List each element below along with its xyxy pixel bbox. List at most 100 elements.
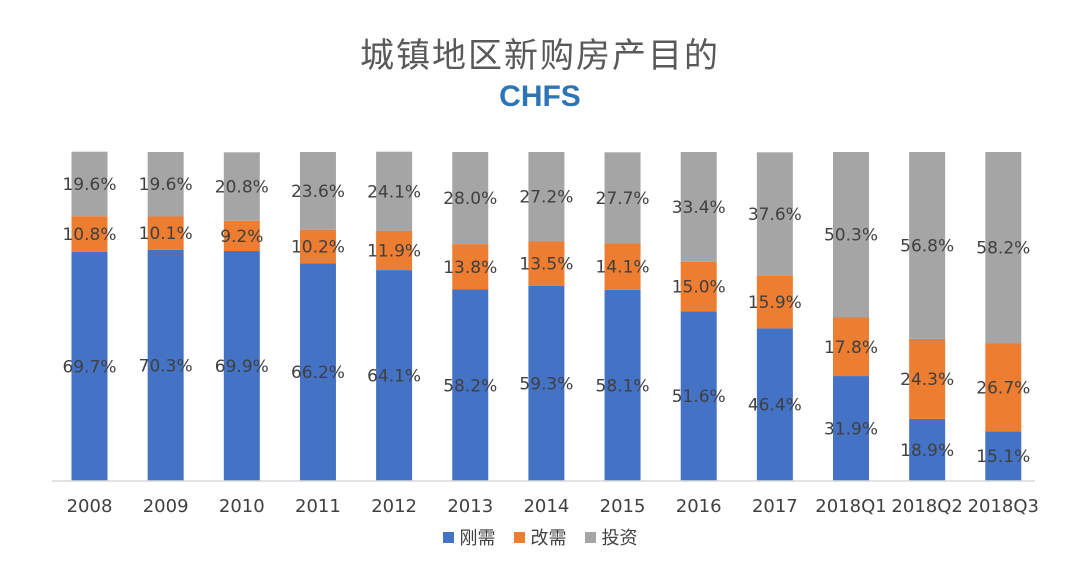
bar-rigid-2018Q1 — [833, 376, 869, 481]
data-label-invest-2013: 28.0% — [443, 189, 497, 209]
bar-rigid-2018Q3 — [985, 431, 1022, 481]
bar-invest-2016 — [680, 152, 717, 262]
legend-label-invest: 投资 — [601, 528, 638, 549]
data-label-rigid-2008: 69.7% — [62, 357, 116, 377]
data-label-rigid-2011: 66.2% — [291, 363, 345, 383]
data-label-upgrade-2015: 14.1% — [596, 258, 650, 278]
data-label-upgrade-2008: 10.8% — [62, 225, 116, 245]
legend-swatch-invest — [584, 531, 596, 543]
x-tick-label-2012: 2012 — [371, 496, 417, 517]
bar-upgrade-2012 — [376, 230, 413, 271]
bar-upgrade-2017 — [756, 276, 793, 329]
bar-invest-2018Q3 — [985, 152, 1022, 344]
data-label-rigid-2012: 64.1% — [367, 367, 421, 387]
data-label-invest-2010: 20.8% — [215, 178, 269, 198]
data-label-invest-2017: 37.6% — [748, 205, 802, 225]
legend: 刚需 改需 投资 — [0, 524, 1080, 550]
legend-label-upgrade: 改需 — [530, 528, 567, 549]
bar-upgrade-2013 — [452, 244, 489, 290]
x-tick-label-2014: 2014 — [523, 496, 569, 517]
x-tick-label-2011: 2011 — [295, 496, 341, 517]
data-label-rigid-2014: 59.3% — [519, 374, 573, 394]
data-label-upgrade-2016: 15.0% — [672, 278, 726, 298]
x-tick-label-2017: 2017 — [752, 496, 798, 517]
data-label-rigid-2016: 51.6% — [672, 387, 726, 407]
data-label-invest-2008: 19.6% — [62, 175, 116, 195]
data-label-rigid-2018Q2: 18.9% — [900, 441, 954, 461]
bar-rigid-2008 — [71, 251, 108, 481]
chart-subtitle: CHFS — [499, 80, 581, 113]
data-label-invest-2018Q2: 56.8% — [900, 236, 954, 256]
data-label-invest-2018Q1: 50.3% — [824, 226, 878, 246]
x-tick-label-2009: 2009 — [143, 496, 189, 517]
bar-invest-2008 — [71, 151, 108, 217]
data-label-rigid-2015: 58.1% — [596, 376, 650, 396]
data-label-upgrade-2018Q3: 26.7% — [976, 378, 1030, 398]
x-tick-label-2008: 2008 — [67, 496, 113, 517]
x-tick-label-2018Q2: 2018Q2 — [891, 496, 962, 517]
data-label-invest-2014: 27.2% — [519, 188, 573, 208]
bar-invest-2018Q1 — [833, 152, 869, 318]
bar-upgrade-2008 — [71, 216, 108, 252]
bar-rigid-2018Q2 — [909, 418, 946, 481]
legend-item-upgrade: 改需 — [513, 524, 567, 550]
bar-upgrade-2015 — [604, 243, 641, 290]
data-label-invest-2018Q3: 58.2% — [976, 239, 1030, 259]
data-label-invest-2011: 23.6% — [291, 182, 345, 202]
data-label-upgrade-2018Q2: 24.3% — [900, 370, 954, 390]
x-tick-label-2016: 2016 — [676, 496, 722, 517]
bar-rigid-2009 — [147, 249, 184, 481]
x-tick-label-2018Q3: 2018Q3 — [968, 496, 1039, 517]
bar-rigid-2012 — [376, 270, 413, 481]
bar-rigid-2016 — [680, 311, 717, 481]
bar-upgrade-2014 — [528, 241, 565, 286]
x-tick-labels: 2008 2009 2010 2011 2012 2013 2014 2015 2016 2017… — [67, 496, 1039, 517]
bar-rigid-2013 — [452, 289, 489, 481]
bar-rigid-2014 — [528, 285, 565, 481]
bar-upgrade-2009 — [147, 216, 184, 250]
data-label-rigid-2009: 70.3% — [139, 356, 193, 376]
x-tick-label-2010: 2010 — [219, 496, 265, 517]
bar-invest-2014 — [528, 152, 565, 242]
data-label-upgrade-2010: 9.2% — [220, 227, 263, 247]
data-label-rigid-2010: 69.9% — [215, 357, 269, 377]
bar-rigid-2017 — [756, 328, 793, 481]
bar-invest-2011 — [299, 152, 336, 230]
chart-title: 城镇地区新购房产目的 — [360, 36, 720, 76]
bar-upgrade-2010 — [223, 220, 260, 252]
data-label-rigid-2018Q3: 15.1% — [976, 447, 1030, 467]
x-tick-label-2015: 2015 — [600, 496, 646, 517]
data-label-invest-2009: 19.6% — [139, 175, 193, 195]
bar-invest-2009 — [147, 152, 184, 217]
data-label-invest-2016: 33.4% — [672, 198, 726, 218]
data-label-invest-2012: 24.1% — [367, 182, 421, 202]
bar-upgrade-2016 — [680, 261, 717, 312]
legend-label-rigid: 刚需 — [459, 528, 496, 549]
data-label-rigid-2013: 58.2% — [443, 376, 497, 396]
bar-rigid-2010 — [223, 251, 260, 481]
data-label-upgrade-2009: 10.1% — [139, 224, 193, 244]
data-label-upgrade-2017: 15.9% — [748, 293, 802, 313]
bar-invest-2013 — [452, 152, 489, 245]
bar-invest-2012 — [376, 151, 413, 231]
bar-invest-2010 — [223, 152, 260, 221]
data-label-upgrade-2018Q1: 17.8% — [824, 338, 878, 358]
data-label-rigid-2018Q1: 31.9% — [824, 420, 878, 440]
x-tick-label-2013: 2013 — [447, 496, 493, 517]
bar-upgrade-2011 — [299, 229, 336, 264]
data-label-rigid-2017: 46.4% — [748, 396, 802, 416]
x-tick-label-2018Q1: 2018Q1 — [815, 496, 886, 517]
bar-rigid-2011 — [299, 263, 336, 481]
bar-rigid-2015 — [604, 289, 641, 481]
bar-upgrade-2018Q3 — [985, 343, 1022, 432]
bar-upgrade-2018Q1 — [833, 317, 869, 377]
bar-upgrade-2018Q2 — [909, 338, 946, 419]
data-label-upgrade-2014: 13.5% — [519, 255, 573, 275]
labels-layer: 69.7% 10.8% 19.6% 70.3% 10.1% 19.6% 69.9% 9.2% 2… — [62, 175, 1030, 467]
data-label-upgrade-2011: 10.2% — [291, 237, 345, 257]
bar-invest-2015 — [604, 152, 641, 244]
bars-layer — [71, 151, 1022, 481]
legend-swatch-upgrade — [513, 531, 525, 543]
bar-invest-2018Q2 — [909, 152, 946, 339]
